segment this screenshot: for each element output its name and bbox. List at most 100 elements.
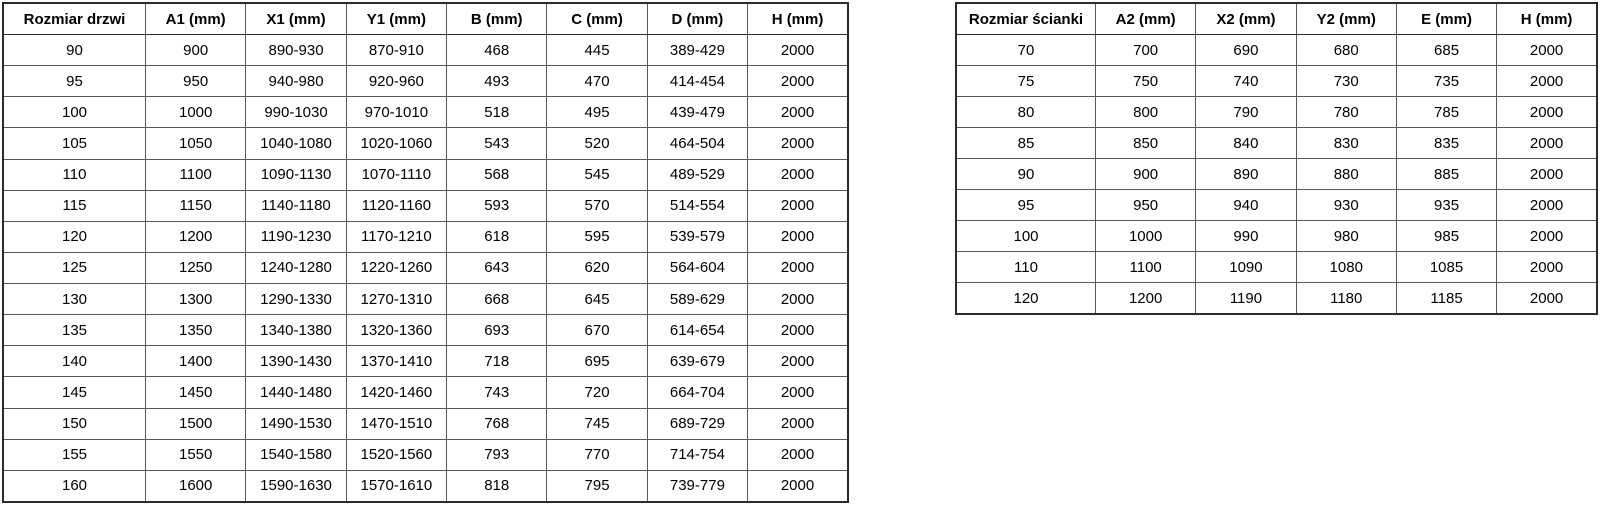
table-cell: 80 [955,96,1096,128]
table-cell: 105 [2,127,146,160]
table-cell: 700 [1094,34,1197,66]
table-cell: 1185 [1395,282,1498,315]
table-cell: 1250 [144,251,247,285]
table-row: 130 1300 1290-1330 1270-1310 668 645 589-629 20… [2,282,849,316]
table-cell: 160 [2,469,146,503]
column-header: Rozmiar drzwi [2,2,146,35]
table-cell: 2000 [1496,34,1598,66]
table-cell: 768 [446,407,548,440]
table-cell: 800 [1094,96,1197,128]
table-cell: 2000 [747,251,849,285]
table-cell: 539-579 [646,220,749,253]
table-cell: 2000 [747,438,849,471]
table-cell: 1120-1160 [345,189,448,222]
table-cell: 1400 [144,345,247,378]
table-cell: 645 [546,282,648,316]
column-header: H (mm) [747,2,849,35]
table-cell: 140 [2,345,146,378]
header-row: Rozmiar drzwi A1 (mm) X1 (mm) Y1 (mm) B (mm)… [2,2,849,35]
table-cell: 130 [2,282,146,316]
table-cell: 489-529 [646,158,749,191]
table-cell: 920-960 [345,65,448,98]
table-cell: 643 [446,251,548,285]
table-cell: 1150 [144,189,247,222]
table-cell: 1590-1630 [245,469,347,503]
table-cell: 2000 [747,158,849,191]
table-cell: 1550 [144,438,247,471]
table-cell: 950 [1094,189,1197,221]
table-cell: 2000 [1496,251,1598,283]
table-cell: 735 [1395,65,1498,97]
table-cell: 1000 [144,96,247,129]
column-header: H (mm) [1496,2,1598,35]
table-cell: 680 [1295,34,1397,66]
table-cell: 95 [2,65,146,98]
table-row: 160 1600 1590-1630 1570-1610 818 795 739-779 20… [2,469,849,503]
table-cell: 1000 [1094,220,1197,252]
table-cell: 568 [446,158,548,191]
table-cell: 890-930 [245,33,347,67]
table-cell: 880 [1295,158,1397,190]
table-cell: 470 [546,65,648,98]
table-cell: 389-429 [646,33,749,67]
table-cell: 618 [446,220,548,253]
table-cell: 110 [955,251,1096,283]
table-cell: 795 [546,469,648,503]
table-row: 95 950 940-980 920-960 493 470 414-454 2000 [2,65,849,98]
table-cell: 120 [2,220,146,253]
table-cell: 693 [446,314,548,347]
table-cell: 2000 [747,65,849,98]
table-cell: 520 [546,127,648,160]
table-cell: 1540-1580 [245,438,347,471]
table-cell: 743 [446,376,548,409]
table-cell: 1080 [1295,251,1397,283]
table-row: 110 1100 1090 1080 1085 2000 [955,251,1598,283]
table-row: 100 1000 990-1030 970-1010 518 495 439-479 2000 [2,96,849,129]
table-cell: 1100 [1094,251,1197,283]
table-cell: 1170-1210 [345,220,448,253]
table-cell: 95 [955,189,1096,221]
column-header: A1 (mm) [144,2,247,35]
table-cell: 890 [1195,158,1297,190]
table-cell: 2000 [747,407,849,440]
column-header: Y2 (mm) [1295,2,1397,35]
table-cell: 2000 [1496,127,1598,159]
table-cell: 414-454 [646,65,749,98]
table-cell: 1085 [1395,251,1498,283]
table-cell: 1350 [144,314,247,347]
table-cell: 1190-1230 [245,220,347,253]
table-cell: 2000 [747,376,849,409]
table-cell: 543 [446,127,548,160]
table-cell: 2000 [1496,65,1598,97]
table-cell: 935 [1395,189,1498,221]
column-header: X2 (mm) [1195,2,1297,35]
column-header: D (mm) [646,2,749,35]
table-cell: 1240-1280 [245,251,347,285]
table-cell: 464-504 [646,127,749,160]
table-cell: 2000 [747,33,849,67]
table-cell: 1020-1060 [345,127,448,160]
table-row: 135 1350 1340-1380 1320-1360 693 670 614-654 20… [2,314,849,347]
table-cell: 885 [1395,158,1498,190]
table-cell: 840 [1195,127,1297,159]
table-cell: 1500 [144,407,247,440]
table-cell: 785 [1395,96,1498,128]
table-cell: 155 [2,438,146,471]
table-cell: 2000 [747,220,849,253]
table-cell: 589-629 [646,282,749,316]
table-cell: 75 [955,65,1096,97]
table-cell: 2000 [1496,96,1598,128]
table-cell: 2000 [747,127,849,160]
table-cell: 714-754 [646,438,749,471]
table-cell: 135 [2,314,146,347]
table-cell: 145 [2,376,146,409]
table-cell: 730 [1295,65,1397,97]
table-row: 155 1550 1540-1580 1520-1560 793 770 714-754 20… [2,438,849,471]
table-cell: 900 [144,33,247,67]
table-cell: 1040-1080 [245,127,347,160]
table-cell: 493 [446,65,548,98]
table-cell: 835 [1395,127,1498,159]
table-cell: 1200 [1094,282,1197,315]
table-row: 85 850 840 830 835 2000 [955,127,1598,159]
table-row: 90 900 890-930 870-910 468 445 389-429 2000 [2,33,849,67]
